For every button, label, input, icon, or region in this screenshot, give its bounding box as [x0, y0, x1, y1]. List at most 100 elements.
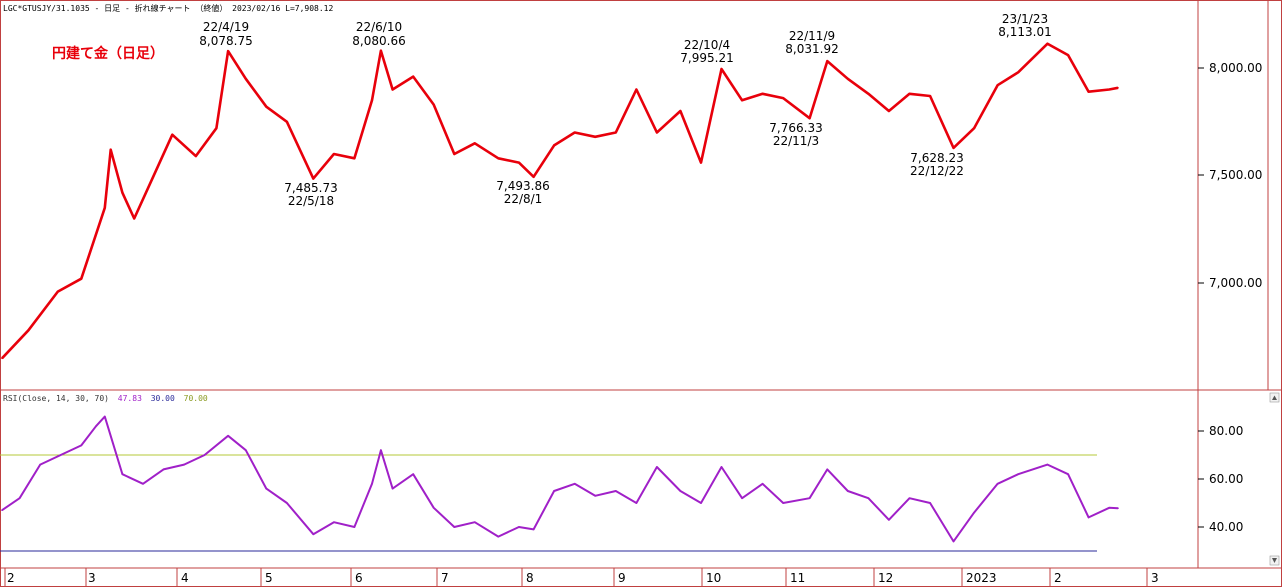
data-point: [412, 75, 415, 78]
scroll-down-icon[interactable]: [1269, 555, 1280, 566]
data-point: [109, 148, 112, 151]
data-point: [888, 519, 890, 521]
annotation-peak: 22/6/10 8,080.66: [352, 20, 405, 48]
data-point: [1108, 507, 1110, 509]
data-point: [286, 502, 288, 504]
chart-info-header: LGC*GTUSJY/31.1035 - 日足 - 折れ線チャート （終値） 2…: [3, 3, 333, 13]
rsi-header: RSI(Close, 14, 30, 70) 47.83 30.00 70.00: [3, 394, 208, 403]
data-point: [700, 161, 702, 164]
price-tick-label: 8,000.00: [1209, 61, 1262, 75]
price-axis: 8,000.00 7,500.00 7,000.00: [1198, 61, 1262, 290]
annotation-value: 7,628.23: [910, 151, 963, 165]
data-point: [1, 509, 3, 512]
month-axis: 2 3 4 5 6 7 8 9 10 11 12 2023 2 3: [4, 568, 1159, 587]
annotation-value: 7,493.86: [496, 179, 549, 193]
data-point: [929, 95, 931, 97]
data-point: [782, 502, 784, 504]
annotation-trough: 7,493.86 22/8/1: [496, 179, 549, 206]
data-point: [761, 483, 764, 485]
data-point: [973, 127, 975, 129]
data-point: [121, 473, 124, 476]
data-point: [1108, 88, 1110, 91]
month-label: 2: [7, 571, 15, 585]
annotation-value: 7,766.33: [769, 121, 822, 135]
data-point: [532, 528, 535, 531]
annotation-value: 8,080.66: [352, 34, 405, 48]
data-point: [286, 121, 288, 123]
data-point: [594, 495, 596, 497]
annotation-value: 7,995.21: [680, 51, 733, 65]
data-point: [1067, 54, 1069, 56]
data-point: [741, 497, 743, 500]
data-point: [380, 49, 382, 52]
data-point: [720, 68, 723, 70]
annotation-date: 22/5/18: [288, 194, 334, 208]
rsi-tick-label: 60.00: [1209, 472, 1243, 486]
annotation-date: 22/8/1: [504, 192, 543, 206]
data-point: [353, 157, 356, 160]
annotation-date: 22/6/10: [356, 20, 402, 34]
rsi-header-value: 47.83: [118, 394, 142, 403]
month-label: 3: [88, 571, 96, 585]
data-point: [57, 290, 59, 293]
data-point: [867, 497, 870, 500]
data-point: [183, 463, 185, 466]
rsi-tick-label: 80.00: [1209, 424, 1243, 438]
data-point: [1117, 87, 1119, 89]
data-point: [453, 526, 456, 528]
price-tick-label: 7,000.00: [1209, 276, 1262, 290]
month-label: 3: [1151, 571, 1159, 585]
chart-title: 円建て金（日足）: [52, 45, 164, 62]
annotation-date: 22/11/9: [789, 29, 835, 43]
annotation-date: 22/11/3: [773, 134, 819, 148]
data-point: [929, 502, 931, 504]
data-point: [679, 490, 682, 492]
data-point: [1067, 473, 1069, 476]
data-point: [227, 50, 229, 52]
data-point: [656, 466, 658, 468]
data-point: [996, 84, 999, 86]
data-point: [532, 176, 535, 178]
price-data-points: [1, 42, 1119, 360]
data-point: [59, 454, 62, 456]
data-point: [391, 88, 394, 91]
rsi-tick-label: 40.00: [1209, 520, 1243, 534]
data-point: [171, 133, 174, 136]
annotation-value: 8,113.01: [998, 25, 1051, 39]
data-point: [635, 88, 638, 91]
month-label: 2: [1054, 571, 1062, 585]
data-point: [432, 507, 435, 509]
data-point: [594, 136, 596, 138]
data-point: [380, 449, 382, 452]
annotation-value: 8,031.92: [785, 42, 838, 56]
data-point: [973, 511, 975, 514]
data-point: [952, 147, 955, 149]
data-point: [353, 526, 356, 528]
data-point: [888, 110, 890, 112]
data-point: [1046, 42, 1049, 45]
month-label: 7: [441, 571, 449, 585]
data-point: [371, 483, 373, 485]
scroll-up-icon[interactable]: [1269, 392, 1280, 403]
data-point: [142, 483, 144, 485]
data-point: [867, 93, 870, 95]
data-point: [700, 502, 702, 504]
data-point: [497, 157, 500, 160]
month-label: 6: [355, 571, 363, 585]
data-point: [391, 487, 394, 490]
data-point: [908, 93, 911, 95]
data-point: [1087, 516, 1090, 519]
annotation-value: 8,078.75: [199, 34, 252, 48]
month-label: 8: [526, 571, 534, 585]
data-point: [80, 444, 83, 447]
month-label: 2023: [966, 571, 997, 585]
data-point: [203, 454, 206, 456]
annotation-date: 23/1/23: [1002, 12, 1048, 26]
data-point: [996, 483, 999, 485]
data-point: [453, 153, 456, 155]
rsi-header-high: 70.00: [184, 394, 208, 403]
price-line-series: [1, 42, 1119, 360]
data-point: [104, 207, 106, 209]
annotation-value: 7,485.73: [284, 181, 337, 195]
month-label: 12: [878, 571, 893, 585]
